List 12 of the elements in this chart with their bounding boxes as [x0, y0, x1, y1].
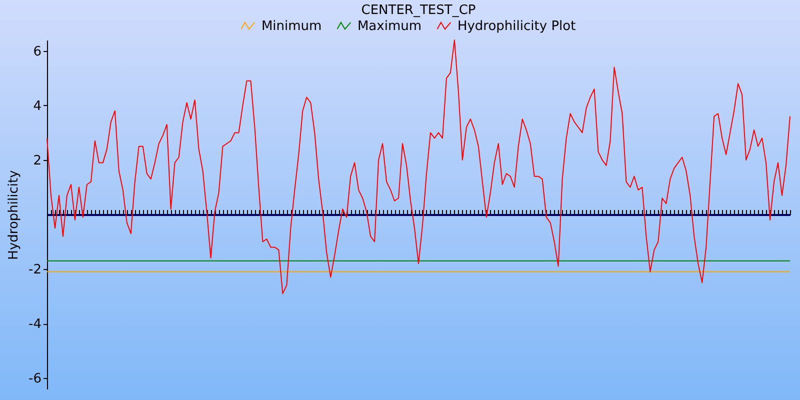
y-tick-label: -6 [28, 372, 42, 387]
y-tick-label: 4 [33, 98, 42, 114]
y-tick-label: -2 [28, 262, 42, 278]
y-axis-title: Hydrophilicity [6, 170, 22, 260]
y-tick-label: 2 [33, 153, 42, 168]
legend-label: Minimum [261, 18, 322, 34]
line-series [46, 40, 790, 294]
chart-title: CENTER_TEST_CP [361, 3, 476, 18]
y-tick-label: 6 [33, 44, 42, 60]
legend-label: Maximum [357, 18, 422, 34]
legend-label: Hydrophilicity Plot [457, 18, 576, 34]
y-tick-label: -4 [28, 317, 42, 332]
